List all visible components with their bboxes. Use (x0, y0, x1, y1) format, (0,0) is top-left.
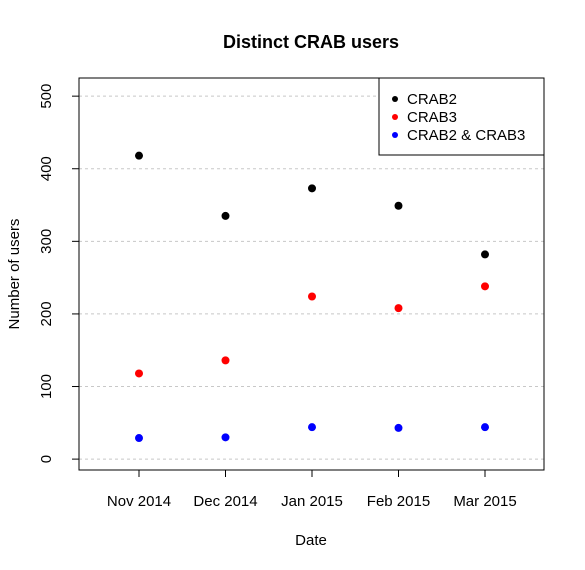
data-point (221, 433, 230, 442)
y-tick-label: 200 (38, 301, 55, 326)
y-tick-label: 400 (38, 156, 55, 181)
legend-marker (392, 114, 398, 120)
data-point (135, 151, 143, 160)
data-point (308, 423, 316, 432)
plot-frame (78, 77, 545, 471)
data-point (394, 304, 403, 313)
data-point (481, 250, 489, 259)
x-tick-label: Feb 2015 (367, 493, 430, 510)
data-point (308, 292, 316, 301)
y-tick-label: 0 (38, 455, 55, 463)
x-tick-label: Nov 2014 (107, 493, 171, 510)
data-point (394, 201, 403, 210)
y-tick-label: 300 (38, 229, 55, 254)
x-axis: Nov 2014 Dec 2014 Jan 2015 Feb 2015 Mar 2015 (107, 470, 517, 510)
legend-label: CRAB3 (407, 109, 457, 126)
y-tick-label: 500 (38, 84, 55, 109)
legend-label: CRAB2 (407, 91, 457, 108)
legend-marker (392, 132, 398, 138)
data-point (135, 369, 143, 378)
data-point (135, 434, 143, 443)
y-axis: 0 100 200 300 400 500 (38, 84, 79, 463)
data-point (481, 423, 489, 432)
data-point (308, 184, 316, 193)
data-point (221, 211, 230, 220)
legend-box (378, 77, 545, 156)
x-tick-label: Mar 2015 (453, 493, 516, 510)
data-point (221, 356, 230, 365)
data-points (135, 151, 489, 443)
data-point (394, 423, 403, 432)
y-axis-label: Number of users (6, 219, 23, 330)
chart-title: Distinct CRAB users (223, 32, 399, 52)
x-tick-label: Jan 2015 (281, 493, 343, 510)
legend-label: CRAB2 & CRAB3 (407, 127, 525, 144)
data-point (481, 282, 489, 291)
x-axis-label: Date (295, 532, 327, 549)
y-tick-label: 100 (38, 374, 55, 399)
x-tick-label: Dec 2014 (193, 493, 257, 510)
legend-marker (392, 96, 398, 102)
